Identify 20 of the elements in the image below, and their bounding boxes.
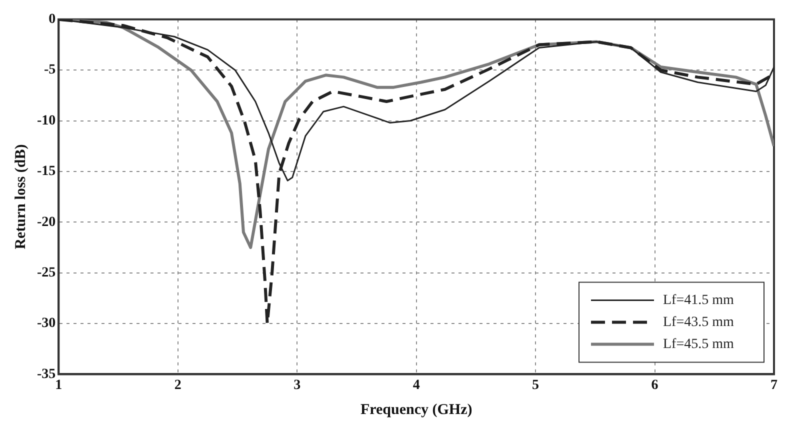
y-tick-label: -15 — [36, 164, 56, 180]
y-axis-title: Return loss (dB) — [12, 144, 29, 250]
x-tick-label: 2 — [174, 378, 182, 394]
y-tick-label: -10 — [36, 113, 56, 128]
x-tick-label: 7 — [770, 378, 778, 394]
y-tick-label: -35 — [36, 366, 56, 382]
y-tick-label: -30 — [36, 316, 56, 332]
x-tick-label: 3 — [294, 378, 301, 394]
x-axis-title: Frequency (GHz) — [360, 402, 472, 418]
x-tick-label: 4 — [412, 378, 420, 394]
legend-label: Lf=45.5 mm — [663, 336, 734, 352]
y-tick-label: -20 — [36, 214, 56, 230]
x-tick-label: 6 — [651, 378, 658, 394]
x-tick-label: 1 — [55, 378, 62, 394]
y-tick-label: 0 — [48, 12, 56, 28]
y-tick-label: -25 — [36, 265, 56, 280]
legend-label: Lf=43.5 mm — [663, 314, 734, 330]
x-tick-label: 5 — [532, 378, 540, 394]
legend-label: Lf=41.5 mm — [663, 292, 734, 308]
y-tick-label: -5 — [44, 62, 56, 78]
